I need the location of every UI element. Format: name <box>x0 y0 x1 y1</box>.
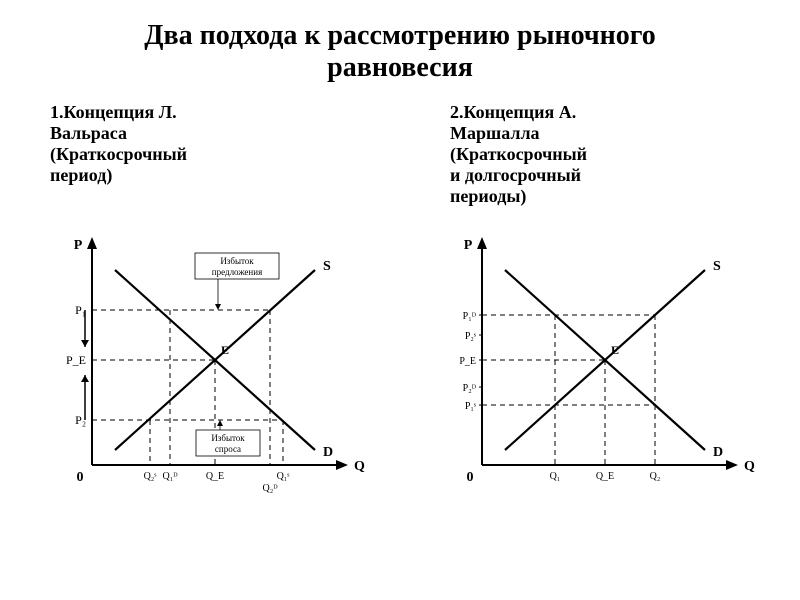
svg-text:D: D <box>713 445 723 460</box>
svg-text:P: P <box>464 238 473 253</box>
svg-text:Q₁ˢ: Q₁ˢ <box>277 471 290 482</box>
svg-text:P₂ˢ: P₂ˢ <box>465 331 476 342</box>
svg-text:P: P <box>74 238 83 253</box>
svg-text:Избыток: Избыток <box>211 433 245 443</box>
charts-row: PQ0SDEP_EP₁ИзбытокпредложенияP₂Избытоксп… <box>40 215 760 505</box>
marshall-subtitle: 2.Концепция А. Маршалла (Краткосрочный и… <box>450 102 750 207</box>
title-line2: равновесия <box>327 52 473 83</box>
svg-text:Q: Q <box>744 459 755 474</box>
svg-text:P₂ᴰ: P₂ᴰ <box>463 383 477 394</box>
walras-subtitle: 1.Концепция Л. Вальраса (Краткосрочный п… <box>50 102 350 207</box>
svg-text:E: E <box>611 343 619 357</box>
subtitle-row: 1.Концепция Л. Вальраса (Краткосрочный п… <box>40 102 760 207</box>
svg-text:S: S <box>713 259 721 274</box>
svg-text:P₁ˢ: P₁ˢ <box>465 401 476 412</box>
svg-text:предложения: предложения <box>212 267 262 277</box>
svg-text:Q₁: Q₁ <box>550 471 561 482</box>
svg-text:0: 0 <box>77 470 84 485</box>
marshall-chart: P Q 0 S D E P₁ᴰ P₂ˢ P_E P₂ᴰ P₁ˢ Q₁ Q_E Q₂ <box>430 215 760 505</box>
svg-text:Q: Q <box>354 459 365 474</box>
svg-text:Q_E: Q_E <box>206 471 224 482</box>
walras-chart: PQ0SDEP_EP₁ИзбытокпредложенияP₂Избытоксп… <box>40 215 370 505</box>
svg-text:Q_E: Q_E <box>596 471 614 482</box>
svg-text:0: 0 <box>467 470 474 485</box>
page-title: Два подхода к рассмотрению рыночного рав… <box>40 20 760 84</box>
svg-text:S: S <box>323 259 331 274</box>
svg-text:P₁ᴰ: P₁ᴰ <box>463 311 477 322</box>
svg-text:P_E: P_E <box>66 353 86 367</box>
svg-text:Q₂: Q₂ <box>650 471 661 482</box>
svg-text:спроса: спроса <box>215 444 241 454</box>
svg-text:D: D <box>323 445 333 460</box>
svg-text:Q₂ˢ: Q₂ˢ <box>144 471 157 482</box>
svg-text:Q₁ᴰ: Q₁ᴰ <box>162 471 178 482</box>
svg-text:Q₂ᴰ: Q₂ᴰ <box>262 483 278 494</box>
svg-text:E: E <box>221 343 229 357</box>
title-line1: Два подхода к рассмотрению рыночного <box>144 20 656 51</box>
svg-text:Избыток: Избыток <box>220 256 254 266</box>
svg-text:P_E: P_E <box>459 356 476 367</box>
